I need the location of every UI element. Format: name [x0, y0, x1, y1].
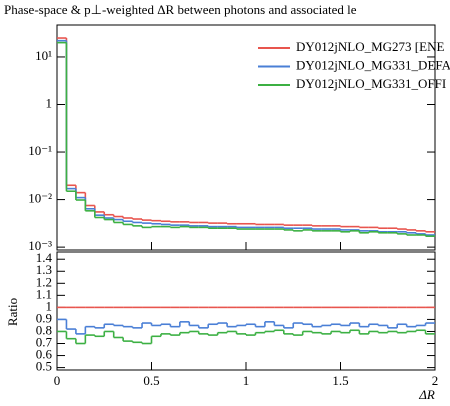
- chart-title: Phase-space & p⊥-weighted ΔR between pho…: [4, 2, 357, 17]
- y-tick-label: 10⁻²: [28, 191, 52, 206]
- x-axis-label: ΔR: [418, 387, 435, 402]
- y-tick-label: 0.7: [36, 334, 53, 349]
- x-tick-label: 2: [432, 373, 439, 388]
- x-tick-label: 1: [243, 373, 250, 388]
- legend-label: DY012jNLO_MG331_DEFA: [296, 57, 450, 72]
- x-tick-label: 0.5: [143, 373, 159, 388]
- y-tick-label: 0.5: [36, 359, 52, 374]
- plot-frame: [56, 251, 436, 371]
- y-tick-label: 10¹: [35, 48, 52, 63]
- y-tick-label: 1: [46, 95, 53, 110]
- y-tick-label: 10⁻¹: [28, 143, 52, 158]
- y-tick-label: 0.8: [36, 322, 52, 337]
- legend-label: DY012jNLO_MG273 [ENE: [296, 39, 444, 54]
- y-tick-label: 0.6: [36, 347, 53, 362]
- y-tick-label: 10⁻³: [28, 238, 52, 253]
- y-tick-label: 1.3: [36, 262, 52, 277]
- y-tick-label: 1.1: [36, 286, 52, 301]
- legend-label: DY012jNLO_MG331_OFFI: [296, 76, 446, 91]
- x-tick-label: 0: [54, 373, 61, 388]
- y-tick-label: 1.4: [36, 250, 53, 265]
- y-tick-label: 1: [46, 298, 53, 313]
- x-tick-label: 1.5: [332, 373, 348, 388]
- y-tick-label: 0.9: [36, 310, 52, 325]
- y-tick-label: 1.2: [36, 274, 52, 289]
- y-axis-label: Ratio: [5, 298, 20, 326]
